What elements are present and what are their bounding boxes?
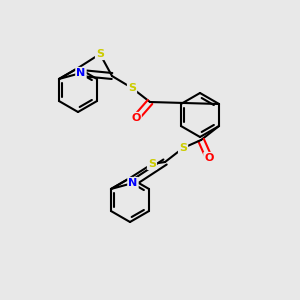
Text: S: S [96,49,104,59]
Text: O: O [131,113,141,123]
Text: N: N [128,178,138,188]
Text: O: O [204,153,214,163]
Text: S: S [148,159,156,169]
Text: S: S [179,143,187,153]
Text: N: N [76,68,86,78]
Text: S: S [128,83,136,93]
